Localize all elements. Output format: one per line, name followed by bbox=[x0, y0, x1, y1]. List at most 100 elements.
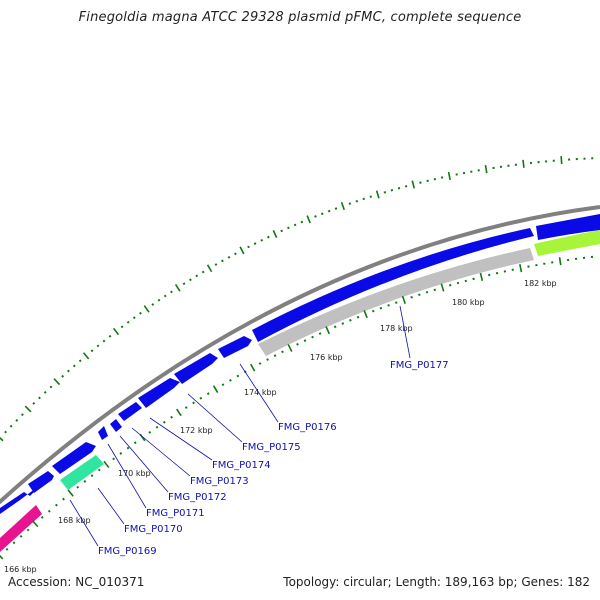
gene-label[interactable]: FMG_P0172 bbox=[168, 492, 227, 503]
gene-label[interactable]: FMG_P0174 bbox=[212, 460, 271, 471]
tick-mark bbox=[26, 528, 30, 532]
tick-mark bbox=[155, 425, 159, 429]
backbone-circle bbox=[0, 205, 600, 505]
tick-mark bbox=[253, 242, 257, 245]
gene-arrow[interactable] bbox=[52, 442, 96, 474]
tick-mark bbox=[5, 547, 9, 551]
tick-mark bbox=[340, 202, 346, 211]
tick-mark bbox=[287, 344, 293, 352]
gene-arrow[interactable] bbox=[28, 471, 54, 493]
tick-mark bbox=[425, 290, 429, 294]
gene-label[interactable]: FMG_P0177 bbox=[390, 360, 449, 371]
tick-mark bbox=[433, 288, 437, 292]
tick-mark bbox=[404, 185, 408, 188]
tick-mark bbox=[103, 460, 110, 469]
tick-mark bbox=[348, 202, 352, 205]
tick-mark bbox=[519, 264, 523, 273]
tick-mark bbox=[157, 298, 161, 302]
gene-lime[interactable] bbox=[534, 230, 600, 256]
gene-label[interactable]: FMG_P0175 bbox=[242, 442, 301, 453]
tick-mark bbox=[484, 165, 488, 174]
gene-arrow[interactable] bbox=[0, 482, 44, 514]
tick-mark bbox=[258, 362, 262, 365]
tick-mark bbox=[221, 259, 224, 263]
tick-mark bbox=[133, 441, 137, 445]
gene-label[interactable]: FMG_P0170 bbox=[124, 524, 183, 535]
tick-mark bbox=[341, 322, 345, 325]
tick-mark bbox=[12, 541, 16, 545]
tick-mark bbox=[239, 246, 245, 255]
tick-mark bbox=[90, 349, 94, 353]
gene-green[interactable] bbox=[60, 455, 104, 490]
tick-label: 166 kbp bbox=[4, 565, 37, 574]
tick-mark bbox=[132, 316, 136, 320]
tick-mark bbox=[214, 263, 218, 266]
tick-mark bbox=[383, 191, 387, 194]
tick-mark bbox=[394, 301, 398, 304]
gene-label[interactable]: FMG_P0176 bbox=[278, 422, 337, 433]
tick-mark bbox=[320, 212, 324, 216]
tick-mark bbox=[293, 223, 297, 227]
tick-mark bbox=[72, 364, 76, 368]
gene-arrow[interactable] bbox=[536, 214, 600, 240]
tick-mark bbox=[126, 446, 130, 450]
gene-label[interactable]: FMG_P0173 bbox=[190, 476, 249, 487]
tick-mark bbox=[280, 229, 284, 233]
genome-info-label: Topology: circular; Length: 189,163 bp; … bbox=[283, 575, 590, 589]
tick-mark bbox=[195, 274, 199, 278]
tick-mark bbox=[0, 436, 4, 442]
gene-arrow[interactable] bbox=[138, 378, 180, 408]
tick-mark bbox=[201, 270, 205, 274]
tick-mark bbox=[83, 480, 87, 483]
tick-mark bbox=[76, 485, 80, 489]
tick-mark bbox=[40, 515, 44, 519]
tick-mark bbox=[9, 424, 13, 428]
gene-pink[interactable] bbox=[0, 505, 42, 552]
tick-mark bbox=[375, 190, 380, 199]
tick-mark bbox=[267, 235, 270, 239]
tick-mark bbox=[4, 430, 7, 434]
gene-label[interactable]: FMG_P0169 bbox=[98, 546, 157, 557]
tick-mark bbox=[410, 296, 413, 299]
tick-mark bbox=[449, 283, 452, 287]
gene-arrow[interactable] bbox=[252, 228, 534, 342]
tick-mark bbox=[176, 408, 182, 417]
tick-mark bbox=[355, 199, 359, 203]
tick-mark bbox=[139, 311, 142, 315]
tick-mark bbox=[67, 369, 70, 373]
tick-mark bbox=[440, 283, 445, 292]
tick-label: 172 kbp bbox=[180, 426, 213, 435]
tick-mark bbox=[227, 255, 231, 259]
gene-arrow[interactable] bbox=[218, 336, 252, 358]
gene-arrow[interactable] bbox=[118, 402, 142, 421]
tick-mark bbox=[78, 359, 82, 363]
gene-gray[interactable] bbox=[258, 248, 534, 356]
tick-mark bbox=[0, 554, 4, 560]
tick-mark bbox=[199, 396, 203, 400]
tick-mark bbox=[300, 220, 304, 224]
tick-mark bbox=[325, 326, 331, 335]
tick-label: 182 kbp bbox=[524, 279, 557, 288]
tick-mark bbox=[221, 383, 225, 387]
kbp-axis: 166 kbp 168 kbp 170 kbp 172 kbp 174 kbp … bbox=[4, 279, 557, 574]
gene-arrow[interactable] bbox=[98, 426, 108, 440]
tick-label: 168 kbp bbox=[58, 516, 91, 525]
tick-mark bbox=[151, 303, 155, 306]
tick-mark bbox=[119, 452, 123, 455]
tick-mark bbox=[112, 327, 120, 336]
gene-label[interactable]: FMG_P0171 bbox=[146, 508, 205, 519]
tick-mark bbox=[53, 378, 61, 386]
tick-mark bbox=[54, 503, 58, 507]
tick-mark bbox=[102, 339, 106, 343]
tick-mark bbox=[192, 401, 195, 405]
gene-arrow[interactable] bbox=[174, 353, 218, 384]
tick-mark bbox=[126, 320, 130, 324]
gene-arrow[interactable] bbox=[110, 419, 122, 432]
tick-mark bbox=[379, 306, 383, 310]
tick-mark bbox=[260, 239, 264, 242]
tick-mark bbox=[170, 290, 173, 294]
tick-mark bbox=[250, 363, 256, 372]
tick-mark bbox=[82, 352, 90, 360]
tick-mark bbox=[447, 171, 451, 181]
